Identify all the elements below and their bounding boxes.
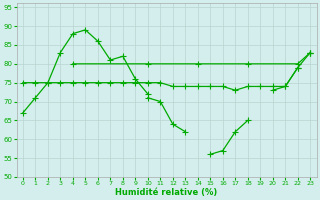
X-axis label: Humidité relative (%): Humidité relative (%) — [116, 188, 218, 197]
